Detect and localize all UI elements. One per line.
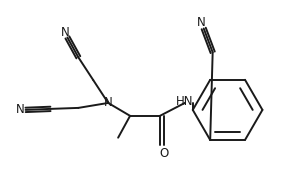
- Text: N: N: [16, 103, 25, 116]
- Text: N: N: [61, 26, 70, 39]
- Text: O: O: [159, 147, 168, 160]
- Text: N: N: [197, 16, 206, 29]
- Text: HN: HN: [176, 95, 194, 108]
- Text: N: N: [104, 96, 113, 109]
